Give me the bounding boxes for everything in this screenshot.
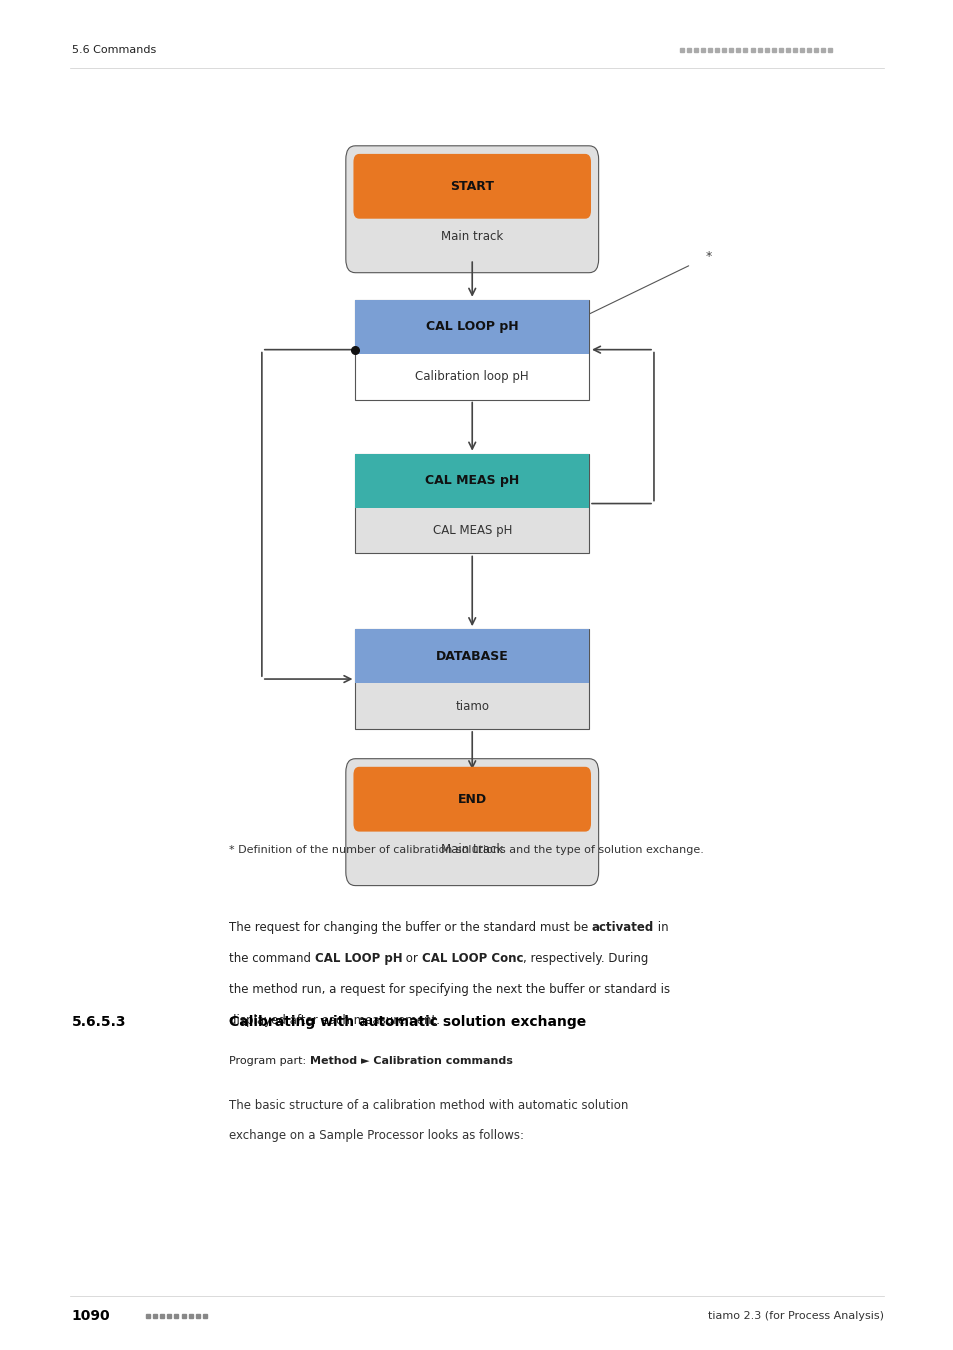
Text: END: END [457,792,486,806]
Bar [355,629,588,729]
Text: CAL LOOP Conc: CAL LOOP Conc [421,952,523,965]
Text: CAL MEAS pH: CAL MEAS pH [425,474,518,487]
Bar [355,300,588,400]
FancyBboxPatch shape [353,767,590,832]
Text: Calibration loop pH: Calibration loop pH [415,370,529,383]
FancyBboxPatch shape [345,146,598,273]
Text: tiamo: tiamo [455,699,489,713]
Text: START: START [450,180,494,193]
Text: 5.6.5.3: 5.6.5.3 [71,1015,126,1029]
Text: CAL MEAS pH: CAL MEAS pH [432,524,512,537]
Bar [355,454,588,508]
Text: Method ► Calibration commands: Method ► Calibration commands [310,1056,512,1065]
Bar [355,629,588,683]
Text: displayed after each measurement.: displayed after each measurement. [229,1014,439,1027]
Text: CAL LOOP pH: CAL LOOP pH [314,952,402,965]
Text: or: or [402,952,421,965]
Text: DATABASE: DATABASE [436,649,508,663]
Bar [355,454,588,554]
Text: Program part:: Program part: [229,1056,310,1065]
Text: Main track: Main track [440,230,503,243]
Text: Main track: Main track [440,842,503,856]
Text: *: * [704,250,711,263]
Text: activated: activated [592,921,654,934]
Text: in: in [654,921,668,934]
Text: The basic structure of a calibration method with automatic solution: The basic structure of a calibration met… [229,1099,628,1112]
Text: * Definition of the number of calibration solutions and the type of solution exc: * Definition of the number of calibratio… [229,845,703,855]
Text: the command: the command [229,952,314,965]
Text: the method run, a request for specifying the next the buffer or standard is: the method run, a request for specifying… [229,983,669,996]
FancyBboxPatch shape [353,154,590,219]
Text: CAL LOOP pH: CAL LOOP pH [425,320,518,333]
Text: Calibrating with automatic solution exchange: Calibrating with automatic solution exch… [229,1015,585,1029]
Bar [355,300,588,354]
Text: The request for changing the buffer or the standard must be: The request for changing the buffer or t… [229,921,592,934]
FancyBboxPatch shape [345,759,598,886]
Text: exchange on a Sample Processor looks as follows:: exchange on a Sample Processor looks as … [229,1129,523,1142]
Text: , respectively. During: , respectively. During [523,952,648,965]
Text: 1090: 1090 [71,1310,110,1323]
Text: 5.6 Commands: 5.6 Commands [71,45,155,55]
Text: tiamo 2.3 (for Process Analysis): tiamo 2.3 (for Process Analysis) [708,1311,883,1322]
